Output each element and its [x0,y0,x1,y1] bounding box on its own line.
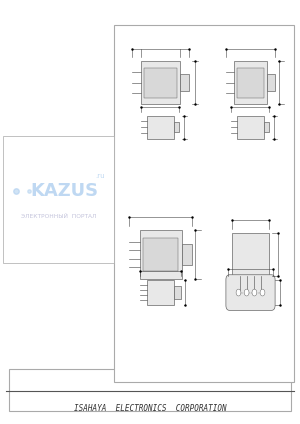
Circle shape [260,289,265,296]
Text: ISAHAYA  ELECTRONICS  CORPORATION: ISAHAYA ELECTRONICS CORPORATION [74,404,226,413]
FancyBboxPatch shape [226,275,275,310]
Text: .ru: .ru [96,173,105,179]
Text: KAZUS: KAZUS [30,182,99,200]
Bar [141,61,180,104]
Bar [264,122,269,132]
Bar [147,280,174,305]
Circle shape [252,289,257,296]
Bar [3,136,114,263]
Bar [234,61,267,104]
Bar [144,68,177,98]
Bar [174,122,179,132]
Bar [237,115,264,139]
Bar [143,237,178,271]
Bar [9,369,291,411]
Bar [267,74,274,91]
Bar [180,74,189,91]
Circle shape [236,289,241,296]
Bar [182,244,192,265]
Text: ЭЛЕКТРОННЫЙ  ПОРТАЛ: ЭЛЕКТРОННЫЙ ПОРТАЛ [21,214,96,219]
Bar [147,115,174,139]
Bar [140,230,182,279]
Bar [232,233,268,276]
Bar [237,68,264,98]
Bar [114,25,294,382]
Circle shape [244,289,249,296]
Bar [174,286,181,299]
